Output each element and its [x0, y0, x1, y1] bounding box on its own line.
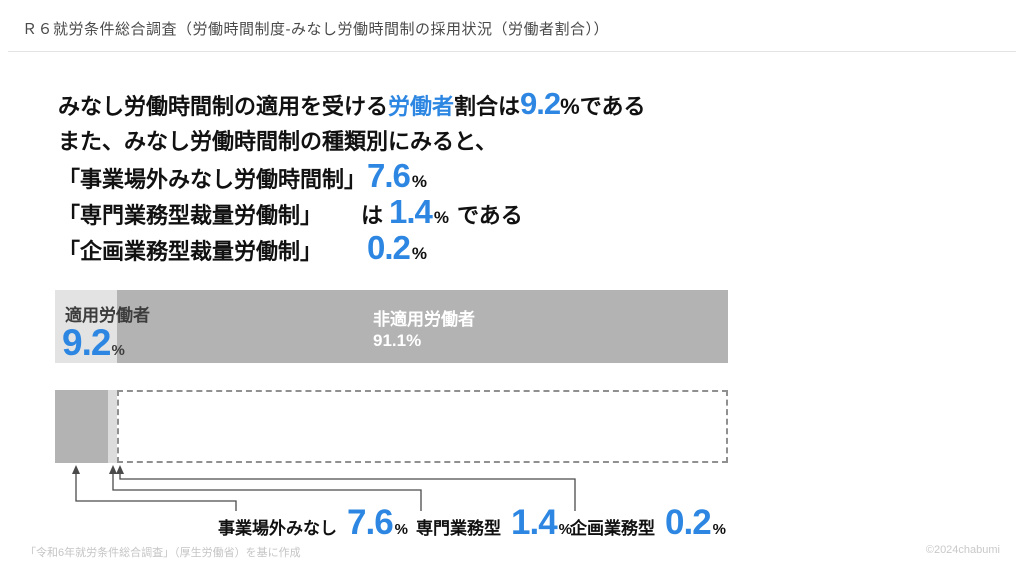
- item-prefix: は: [361, 203, 384, 228]
- item-unit: %: [411, 172, 427, 191]
- callout-name: 企画業務型: [570, 519, 655, 538]
- applied-value-unit: %: [111, 342, 125, 359]
- summary-highlight: 労働者: [388, 94, 455, 119]
- summary-value: 9.2: [520, 86, 561, 121]
- stacked-bar-applied: [55, 290, 728, 363]
- summary-item-jigyoubagai: 「事業場外みなし労働時間制」 7.6%: [58, 157, 435, 195]
- item-unit: %: [411, 244, 427, 263]
- summary-item-senmon: 「専門業務型裁量労働制」 は 1.4% である: [58, 193, 523, 231]
- not-applied-value-text: 91.1%: [373, 331, 422, 351]
- item-value: 0.2: [367, 229, 411, 266]
- callout-jigyoubagai: 事業場外みなし 7.6 %: [218, 503, 408, 543]
- callout-unit: %: [394, 521, 408, 538]
- item-value: 1.4: [389, 193, 433, 230]
- not-applied-workers-label: 非適用労働者 91.1%: [373, 309, 475, 352]
- item-label: 「企画業務型裁量労働制」: [58, 239, 323, 264]
- bar-segment-applied: [55, 290, 117, 363]
- callout-unit: %: [712, 521, 726, 538]
- page-title: Ｒ６就労条件総合調査（労働時間制度-みなし労働時間制の採用状況（労働者割合））: [22, 21, 609, 38]
- summary-text: 割合は: [454, 94, 521, 119]
- title-divider: [8, 51, 1016, 52]
- applied-workers-label: 適用労働者: [65, 306, 150, 325]
- copyright-credit: ©2024chabumi: [925, 544, 1000, 556]
- item-suffix: である: [457, 203, 523, 228]
- bar-segment-not-applied: [117, 290, 728, 363]
- not-applied-label-text: 非適用労働者: [373, 310, 475, 329]
- arrow-up-icon: [116, 465, 124, 474]
- item-unit: %: [433, 208, 450, 227]
- callout-value: 1.4: [511, 503, 558, 542]
- callout-kikaku: 企画業務型 0.2 %: [570, 503, 726, 543]
- callout-value: 0.2: [665, 503, 712, 542]
- callout-senmon: 専門業務型 1.4 %: [416, 503, 572, 543]
- callout-value: 7.6: [347, 503, 394, 542]
- arrow-up-icon: [109, 465, 117, 474]
- summary-item-kikaku: 「企画業務型裁量労働制」 0.2%: [58, 229, 435, 267]
- stacked-bar-types: [55, 390, 728, 463]
- summary-text: みなし労働時間制の適用を受ける: [58, 94, 389, 119]
- bar-remainder-dashed-box: [117, 390, 728, 463]
- item-label: 「事業場外みなし労働時間制」: [58, 167, 367, 192]
- arrow-up-icon: [72, 465, 80, 474]
- callout-name: 事業場外みなし: [218, 519, 337, 538]
- applied-value-number: 9.2: [62, 322, 111, 363]
- callout-name: 専門業務型: [416, 519, 501, 538]
- applied-workers-value: 9.2 %: [62, 322, 125, 364]
- summary-line-1: みなし労働時間制の適用を受ける 労働者 割合は 9.2 %である: [58, 86, 646, 122]
- bar-segment-jigyoubagai: [55, 390, 108, 463]
- summary-text: また、みなし労働時間制の種類別にみると、: [58, 129, 498, 154]
- source-note: 「令和6年就労条件総合調査」（厚生労働省）を基に作成: [25, 547, 301, 559]
- callout-unit: %: [558, 521, 572, 538]
- summary-line-2: また、みなし労働時間制の種類別にみると、: [58, 124, 497, 156]
- bar-segment-senmon: [108, 390, 117, 463]
- item-value: 7.6: [367, 157, 411, 194]
- item-label: 「専門業務型裁量労働制」: [58, 203, 323, 228]
- connector-jigyoubagai: [75, 471, 237, 511]
- summary-text: %である: [560, 94, 646, 119]
